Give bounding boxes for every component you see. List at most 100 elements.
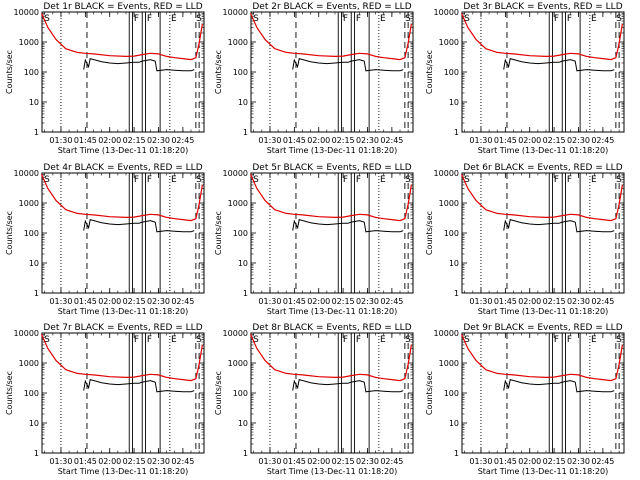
- y-tick-label: 1: [243, 449, 248, 458]
- top-marker-label: F: [554, 335, 559, 345]
- y-tick-label: 10: [29, 259, 39, 268]
- y-tick-label: 10: [238, 419, 248, 428]
- x-tick-label: 02:15: [332, 136, 355, 145]
- x-tick-label: 02:15: [543, 297, 566, 306]
- x-axis-label: Start Time (13-Dec-11 01:18:20): [478, 146, 609, 155]
- x-tick-label: 01:30: [258, 136, 281, 145]
- top-marker-label: S: [196, 14, 202, 24]
- x-axis-label: Start Time (13-Dec-11 01:18:20): [267, 146, 398, 155]
- top-marker-label: E: [171, 175, 177, 185]
- y-tick-label: 100: [24, 229, 39, 238]
- y-axis-label: Counts/sec: [5, 371, 14, 415]
- plot-frame: [250, 11, 414, 133]
- top-marker-label: F: [567, 175, 572, 185]
- y-tick-label: 10: [449, 419, 459, 428]
- x-tick-label: 02:30: [147, 457, 170, 466]
- top-marker-label: S: [616, 175, 622, 185]
- lld-series-line: [40, 174, 203, 222]
- x-tick-label: 02:15: [543, 136, 566, 145]
- x-tick-label: 01:45: [283, 136, 306, 145]
- events-series-line: [83, 57, 195, 72]
- y-tick-label: 10: [238, 259, 248, 268]
- y-tick-label: 1000: [19, 199, 39, 208]
- x-tick-label: 01:30: [49, 297, 72, 306]
- top-marker-label: E: [171, 335, 177, 345]
- x-tick-label: 01:30: [49, 457, 72, 466]
- y-tick-label: 10: [29, 98, 39, 107]
- panel-title: Det 5r BLACK = Events, RED = LLD: [252, 163, 411, 173]
- y-tick-label: 10000: [434, 329, 459, 338]
- top-marker-label: E: [591, 14, 597, 24]
- events-series-line: [83, 378, 195, 393]
- x-tick-label: 02:15: [332, 297, 355, 306]
- x-tick-label: 02:45: [380, 136, 403, 145]
- panel-title: Det 3r BLACK = Events, RED = LLD: [463, 2, 622, 12]
- top-marker-label: F: [147, 335, 152, 345]
- detector-panel-4: Det 4r BLACK = Events, RED = LLD 1 10 100 10…: [5, 163, 205, 316]
- x-tick-label: 02:45: [171, 297, 194, 306]
- y-tick-label: 10: [449, 259, 459, 268]
- x-axis-label: Start Time (13-Dec-11 01:18:20): [267, 467, 398, 476]
- panel-title: Det 8r BLACK = Events, RED = LLD: [252, 323, 411, 333]
- top-marker-label: S: [464, 335, 470, 345]
- detector-panel-3: Det 3r BLACK = Events, RED = LLD 1 10 100 10…: [425, 2, 625, 155]
- y-tick-label: 100: [233, 229, 248, 238]
- detector-panel-8: Det 8r BLACK = Events, RED = LLD 1 10 100 10…: [214, 323, 414, 476]
- x-tick-label: 01:45: [74, 136, 97, 145]
- x-tick-label: 02:15: [123, 136, 146, 145]
- events-series-line: [503, 57, 615, 72]
- y-axis-label: Counts/sec: [425, 211, 434, 255]
- x-axis-label: Start Time (13-Dec-11 01:18:20): [58, 146, 189, 155]
- x-tick-label: 02:30: [567, 297, 590, 306]
- detector-panel-6: Det 6r BLACK = Events, RED = LLD 1 10 100 10…: [425, 163, 625, 316]
- y-axis-label: Counts/sec: [214, 211, 223, 255]
- x-tick-label: 01:45: [494, 136, 517, 145]
- x-tick-label: 01:45: [283, 297, 306, 306]
- y-tick-label: 10000: [14, 8, 39, 17]
- y-axis-label: Counts/sec: [425, 50, 434, 94]
- x-tick-label: 01:30: [469, 457, 492, 466]
- y-tick-label: 10000: [434, 8, 459, 17]
- lld-series-line: [460, 174, 623, 222]
- x-tick-label: 02:15: [332, 457, 355, 466]
- x-axis-label: Start Time (13-Dec-11 01:18:20): [58, 467, 189, 476]
- x-tick-label: 02:30: [356, 457, 379, 466]
- events-series-line: [292, 378, 404, 393]
- x-tick-label: 02:00: [98, 457, 121, 466]
- x-tick-label: 01:45: [74, 297, 97, 306]
- x-tick-label: 01:30: [49, 136, 72, 145]
- x-tick-label: 01:30: [258, 457, 281, 466]
- plot-frame: [41, 172, 205, 294]
- top-marker-label: E: [380, 14, 386, 24]
- detector-panel-2: Det 2r BLACK = Events, RED = LLD 1 10 100 10…: [214, 2, 414, 155]
- x-tick-label: 02:15: [123, 297, 146, 306]
- y-tick-label: 1: [243, 289, 248, 298]
- plot-frame: [250, 332, 414, 454]
- top-marker-label: S: [405, 14, 411, 24]
- x-tick-label: 02:45: [591, 297, 614, 306]
- events-series-line: [292, 218, 404, 233]
- y-tick-label: 100: [233, 389, 248, 398]
- y-tick-label: 100: [444, 68, 459, 77]
- panel-title: Det 9r BLACK = Events, RED = LLD: [463, 323, 622, 333]
- top-marker-label: S: [616, 14, 622, 24]
- y-tick-label: 10: [29, 419, 39, 428]
- x-tick-label: 01:45: [494, 457, 517, 466]
- y-tick-label: 100: [444, 229, 459, 238]
- x-tick-label: 02:00: [98, 136, 121, 145]
- y-tick-label: 10000: [223, 329, 248, 338]
- x-tick-label: 01:45: [283, 457, 306, 466]
- events-series-line: [503, 378, 615, 393]
- top-marker-label: F: [567, 335, 572, 345]
- y-axis-label: Counts/sec: [214, 371, 223, 415]
- plot-frame: [41, 332, 205, 454]
- x-axis-label: Start Time (13-Dec-11 01:18:20): [58, 307, 189, 316]
- x-tick-label: 01:30: [469, 136, 492, 145]
- lld-series-line: [249, 13, 412, 61]
- lld-series-line: [40, 13, 203, 61]
- top-marker-label: S: [616, 335, 622, 345]
- top-marker-label: F: [343, 175, 348, 185]
- top-marker-label: F: [134, 335, 139, 345]
- panel-title: Det 6r BLACK = Events, RED = LLD: [463, 163, 622, 173]
- y-axis-label: Counts/sec: [5, 211, 14, 255]
